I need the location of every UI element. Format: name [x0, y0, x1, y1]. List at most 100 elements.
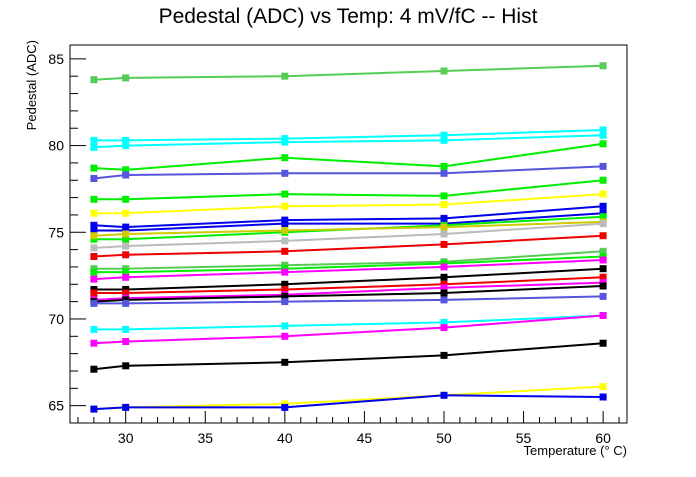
data-point [90, 299, 98, 307]
data-point [281, 202, 289, 210]
x-tick-label: 40 [277, 430, 293, 446]
data-point [599, 292, 607, 300]
data-point [281, 292, 289, 300]
data-point [440, 67, 448, 75]
data-point [440, 391, 448, 399]
y-tick-label: 85 [48, 51, 64, 67]
y-axis-label: Pedestal (ADC) [24, 40, 39, 130]
data-point [281, 358, 289, 366]
data-point [599, 312, 607, 319]
data-point [599, 140, 607, 148]
data-point [599, 265, 607, 273]
data-point [90, 209, 98, 217]
data-point [281, 322, 289, 330]
data-point [122, 325, 130, 333]
data-point [281, 72, 289, 80]
data-point [599, 256, 607, 264]
data-point [440, 273, 448, 281]
data-point [122, 403, 130, 411]
data-point [599, 162, 607, 170]
y-tick-label: 65 [48, 398, 64, 414]
data-point [440, 131, 448, 139]
data-point [440, 263, 448, 271]
data-point [599, 383, 607, 391]
series-5 [90, 162, 607, 182]
data-point [122, 235, 130, 243]
x-tick-label: 45 [357, 430, 373, 446]
data-point [122, 136, 130, 144]
data-point [440, 169, 448, 177]
data-point [440, 240, 448, 248]
data-point [281, 298, 289, 306]
x-tick-label: 50 [436, 430, 452, 446]
data-point [90, 325, 98, 333]
data-point [122, 166, 130, 174]
data-point [599, 62, 607, 70]
data-point [440, 192, 448, 200]
data-point [440, 324, 448, 332]
data-point [281, 280, 289, 288]
data-point [281, 268, 289, 276]
data-point [440, 289, 448, 297]
data-point [90, 289, 98, 297]
data-point [90, 175, 98, 182]
data-point [122, 338, 130, 345]
series-1 [90, 62, 607, 84]
data-point [440, 136, 448, 144]
series-6 [90, 176, 607, 203]
data-point [599, 339, 607, 347]
data-point [281, 190, 289, 198]
data-point [122, 273, 130, 281]
data-point [122, 74, 130, 82]
chart-title: Pedestal (ADC) vs Temp: 4 mV/fC -- Hist [159, 5, 538, 28]
x-tick-label: 30 [118, 430, 134, 446]
data-point [122, 362, 130, 370]
data-point [599, 282, 607, 290]
data-point [599, 247, 607, 255]
series-16 [90, 256, 607, 283]
data-point [440, 284, 448, 292]
y-tick-label: 75 [48, 224, 64, 240]
series-12 [90, 220, 607, 252]
data-point [90, 232, 98, 240]
x-tick-label: 60 [595, 430, 611, 446]
data-point [281, 138, 289, 146]
data-point [440, 318, 448, 326]
data-point [90, 365, 98, 373]
data-point [440, 214, 448, 222]
data-point [599, 393, 607, 401]
series-4 [90, 140, 607, 174]
data-point [281, 332, 289, 340]
x-axis-label: Temperature (° C) [524, 443, 627, 458]
data-point [122, 299, 130, 307]
data-point [599, 126, 607, 134]
series-26 [90, 391, 607, 413]
data-point [122, 195, 130, 203]
series-13 [90, 232, 607, 260]
data-point [90, 221, 98, 229]
data-point [599, 176, 607, 184]
data-point [122, 242, 130, 250]
data-point [281, 227, 289, 234]
data-point [281, 247, 289, 255]
data-point [90, 253, 98, 260]
data-point [122, 209, 130, 217]
data-point [281, 286, 289, 293]
data-point [122, 230, 130, 238]
data-point [440, 223, 448, 231]
series-23 [90, 312, 607, 347]
data-point [440, 351, 448, 359]
data-point [599, 213, 607, 221]
series-3 [90, 131, 607, 151]
data-point [122, 142, 130, 150]
data-point [90, 244, 98, 252]
x-tick-label: 35 [197, 430, 213, 446]
series-21 [90, 292, 607, 307]
data-point [281, 403, 289, 411]
data-point [90, 227, 98, 234]
data-point [599, 131, 607, 139]
data-point [599, 220, 607, 228]
data-point [281, 220, 289, 228]
